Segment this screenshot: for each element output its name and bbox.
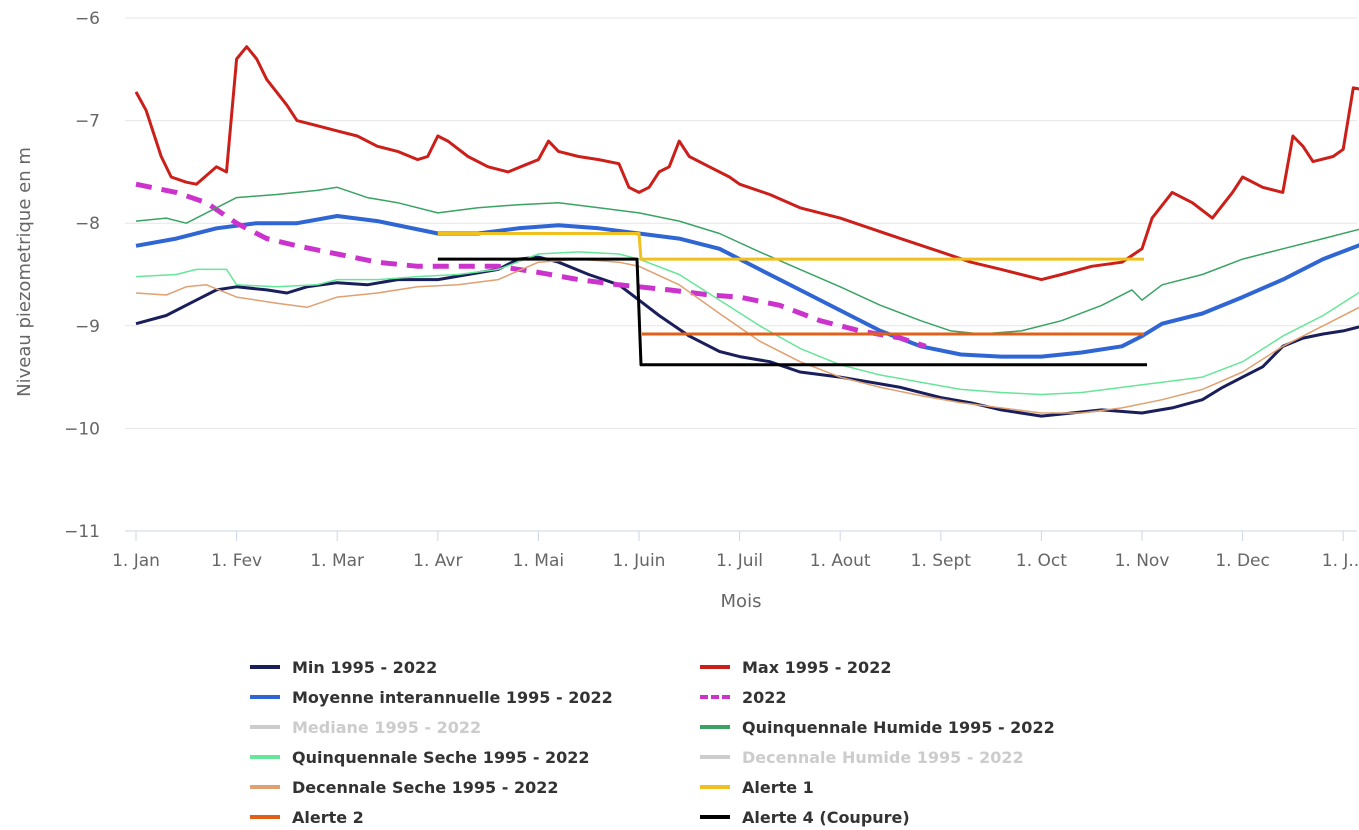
series-line-max-1995-2022[interactable] [134,45,1359,282]
x-tick-label: 1. Juil [716,551,763,571]
x-tick-label: 1. Fev [211,551,262,571]
x-axis: 1. Jan 1. Fev 1. Mar 1. Avr 1. Mai 1. Juin 1. … [112,530,1359,571]
series-line-2022[interactable] [135,181,927,349]
y-tick-label: −7 [75,112,100,132]
legend-item[interactable]: Alerte 4 (Coupure) [700,804,910,830]
piezometric-chart: −6−7−8−9−10−11 1. Jan 1. Fev 1. Mar 1. Avr 1… [14,9,1359,612]
legend-item[interactable]: Decennale Humide 1995 - 2022 [700,744,1024,770]
legend-item[interactable]: Alerte 2 [250,804,364,830]
legend-swatch [250,725,280,729]
legend-label: Decennale Humide 1995 - 2022 [742,747,1024,767]
legend-item[interactable]: Decennale Seche 1995 - 2022 [250,774,558,800]
x-tick-label: 1. Dec [1215,551,1270,571]
grid-lines [125,17,1357,532]
x-tick-label: 1. Juin [613,551,666,571]
legend-label: Quinquennale Seche 1995 - 2022 [292,747,590,767]
legend-item[interactable]: Quinquennale Humide 1995 - 2022 [700,714,1055,740]
legend-swatch [250,785,280,789]
y-tick-label: −6 [75,9,100,29]
legend-swatch [250,755,280,759]
legend-swatch [700,755,730,759]
legend-item[interactable]: 2022 [700,684,787,710]
legend-label: Min 1995 - 2022 [292,657,438,677]
series-line-decennale-seche-1995-2022[interactable] [135,258,1359,414]
legend-item[interactable]: Min 1995 - 2022 [250,654,437,680]
series-line-quinquennale-seche-1995-2022[interactable] [135,251,1359,396]
legend-label: Alerte 1 [742,777,814,797]
x-tick-label: 1. Jan [112,551,160,571]
y-axis-title: Niveau piezometrique en m [14,147,35,397]
x-tick-label: 1. Mai [513,551,564,571]
series-line-quinquennale-humide-1995-2022[interactable] [135,186,1359,335]
series-line-min-1995-2022[interactable] [135,255,1359,418]
x-axis-title: Mois [721,591,762,612]
legend-swatch [700,695,730,699]
legend-label: Max 1995 - 2022 [742,657,892,677]
series-line-moyenne-interannuelle-1995-2022[interactable] [135,214,1359,359]
legend-swatch [250,695,280,699]
x-tick-label: 1. J... [1322,551,1359,571]
legend-swatch [700,665,730,669]
legend-label: Quinquennale Humide 1995 - 2022 [742,717,1055,737]
x-tick-label: 1. Aout [810,551,871,571]
series-line-alerte-4-coupure[interactable] [437,257,1147,367]
legend-swatch [700,725,730,729]
legend-swatch [250,665,280,669]
legend-item[interactable]: Alerte 1 [700,774,814,800]
legend-item[interactable]: Mediane 1995 - 2022 [250,714,481,740]
y-tick-label: −8 [75,214,100,234]
series-line-alerte-1[interactable] [437,232,1144,261]
legend-swatch [700,815,730,819]
series-lines [134,45,1359,418]
x-tick-label: 1. Oct [1016,551,1067,571]
legend-label: Moyenne interannuelle 1995 - 2022 [292,687,613,707]
legend-swatch [250,815,280,819]
y-tick-label: −9 [75,317,100,337]
legend-item[interactable]: Max 1995 - 2022 [700,654,891,680]
legend-label: 2022 [742,687,787,707]
legend-item[interactable]: Moyenne interannuelle 1995 - 2022 [250,684,613,710]
legend-item[interactable]: Quinquennale Seche 1995 - 2022 [250,744,590,770]
legend-label: Alerte 4 (Coupure) [742,807,910,827]
y-tick-label: −10 [64,419,100,439]
legend-swatch [700,785,730,789]
y-tick-labels: −6 −7 −8 −9 −10 −11 [64,9,100,542]
x-tick-label: 1. Sept [911,551,972,571]
y-tick-label: −11 [64,522,100,542]
x-tick-label: 1. Nov [1115,551,1170,571]
x-tick-label: 1. Avr [413,551,462,571]
x-tick-label: 1. Mar [310,551,364,571]
legend-label: Mediane 1995 - 2022 [292,717,482,737]
legend-label: Alerte 2 [292,807,364,827]
legend-label: Decennale Seche 1995 - 2022 [292,777,559,797]
